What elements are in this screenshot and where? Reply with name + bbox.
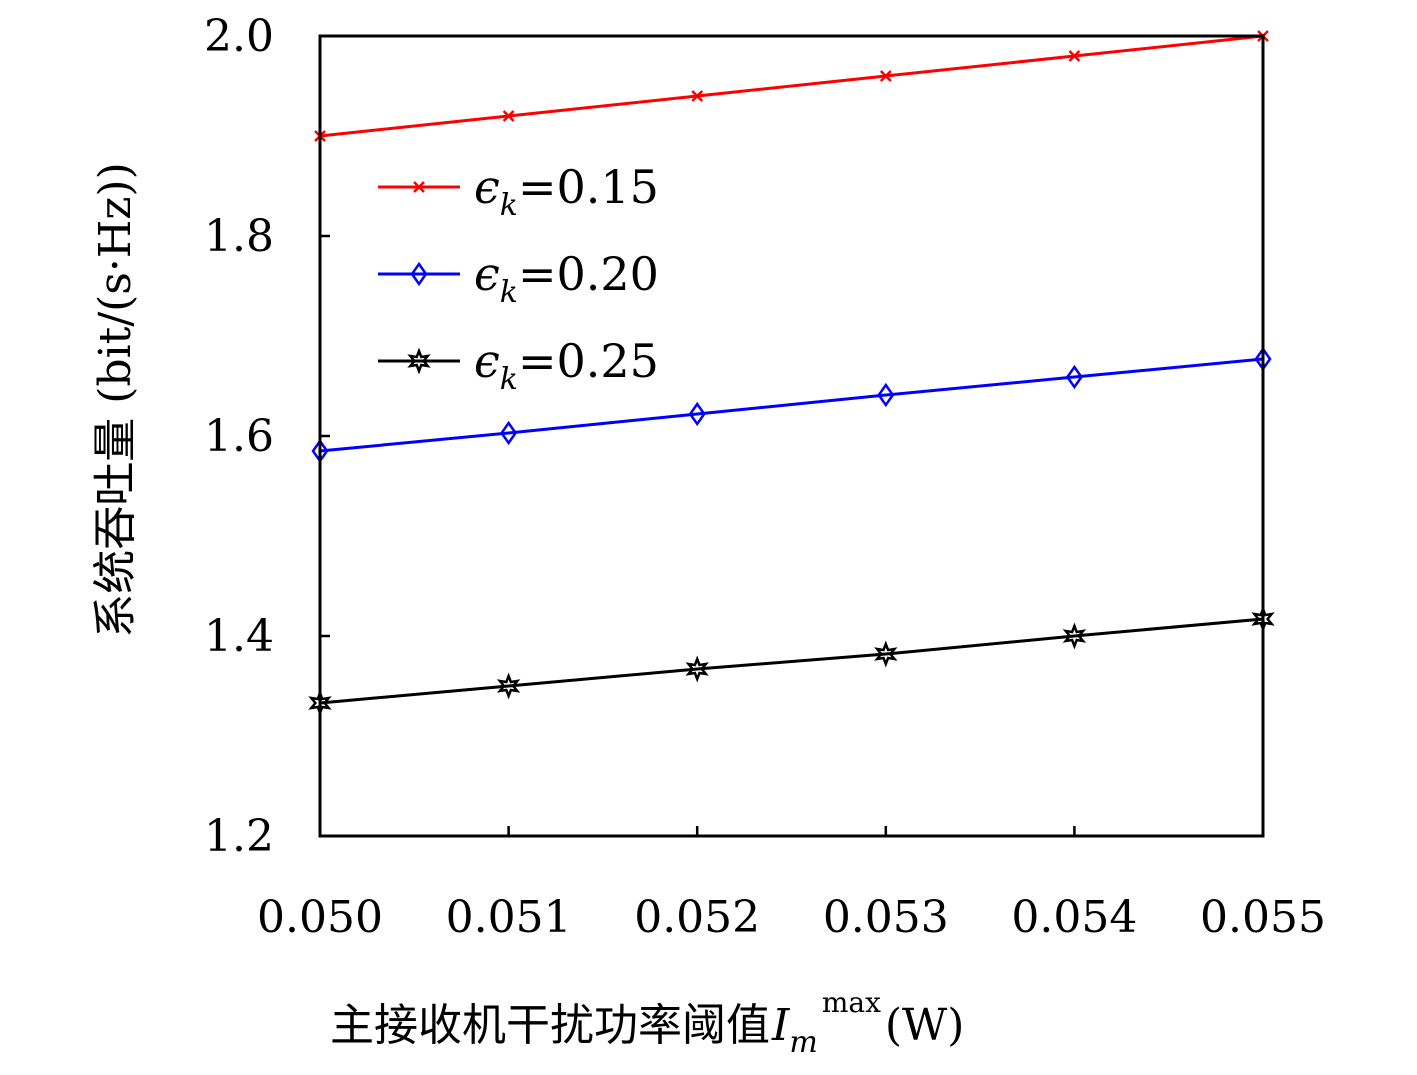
legend-value-1: =0.20 <box>518 247 659 301</box>
x-axis-label-sub: m <box>789 1025 817 1060</box>
axes: 0.050 0.051 0.052 0.053 0.054 0.055 1.2 1.4 1.6 1… <box>204 11 1326 943</box>
y-tick-label-3: 1.8 <box>204 211 274 262</box>
series-0-point-3 <box>879 70 892 82</box>
legend-value-0: =0.15 <box>518 160 659 214</box>
series-2 <box>308 605 1275 717</box>
series-1-point-1 <box>500 420 518 446</box>
series-2-point-1 <box>496 672 521 700</box>
legend-symbol-0: ϵ <box>474 160 500 214</box>
y-tick-label-2: 1.6 <box>204 411 274 462</box>
plot-area <box>308 30 1275 717</box>
series-1 <box>311 346 1272 464</box>
legend-marker-2 <box>407 347 431 375</box>
series-0-point-2-stroke-b <box>691 90 704 102</box>
x-tick-label-5: 0.055 <box>1200 892 1326 943</box>
legend-sub-1: k <box>500 275 518 310</box>
legend-sub-0: k <box>500 188 518 223</box>
series-2-point-4 <box>1062 622 1087 650</box>
x-axis-label-symbol: I <box>771 1000 791 1051</box>
y-axis-label: 系统吞吐量 (bit/(s·Hz)) <box>90 162 141 638</box>
x-tick-label-3: 0.053 <box>823 892 949 943</box>
series-1-point-4 <box>1065 364 1083 390</box>
legend-label-2: ϵk=0.25 <box>474 334 659 397</box>
x-axis-label: 主接收机干扰功率阈值Immax(W) <box>330 986 964 1060</box>
series-0-point-4-stroke-b <box>1068 50 1081 62</box>
series-1-point-3 <box>877 382 895 408</box>
legend-label-1: ϵk=0.20 <box>474 247 659 310</box>
legend-symbol-2: ϵ <box>474 334 500 388</box>
legend-symbol-1: ϵ <box>474 247 500 301</box>
series-0-point-1-stroke-b <box>502 110 515 122</box>
series-0 <box>314 30 1269 142</box>
series-2-line <box>319 617 1264 705</box>
legend-label-0: ϵk=0.15 <box>474 160 659 223</box>
x-tick-label-1: 0.051 <box>446 892 572 943</box>
y-tick-label-0: 1.2 <box>204 811 274 862</box>
series-0-point-2 <box>691 90 704 102</box>
x-tick-label-2: 0.052 <box>634 892 760 943</box>
series-0-point-4 <box>1068 50 1081 62</box>
y-tick-label-4: 2.0 <box>204 11 274 62</box>
legend-marker-0-stroke-b <box>413 181 425 193</box>
legend-marker-1 <box>410 261 428 287</box>
series-0-point-1 <box>502 110 515 122</box>
legend-value-2: =0.25 <box>518 334 659 388</box>
series-2-point-2 <box>685 655 709 683</box>
legend-entry-0: ϵk=0.15 <box>378 160 659 223</box>
legend-marker-0 <box>413 181 425 193</box>
x-axis-label-unit: (W) <box>885 1000 965 1051</box>
x-axis-label-sup: max <box>822 986 881 1019</box>
series-1-point-2 <box>688 401 706 427</box>
y-tick-label-1: 1.4 <box>204 611 274 662</box>
series-0-line <box>319 34 1264 138</box>
legend-sub-2: k <box>500 362 518 397</box>
x-axis-label-text: 主接收机干扰功率阈值 <box>330 1000 770 1051</box>
series-2-point-3 <box>874 640 898 668</box>
x-tick-label-4: 0.054 <box>1011 892 1137 943</box>
series-0-point-3-stroke-b <box>879 70 892 82</box>
x-tick-label-0: 0.050 <box>257 892 383 943</box>
legend-entry-2: ϵk=0.25 <box>378 334 659 397</box>
series-1-line <box>319 357 1264 453</box>
legend-entry-1: ϵk=0.20 <box>378 247 659 310</box>
